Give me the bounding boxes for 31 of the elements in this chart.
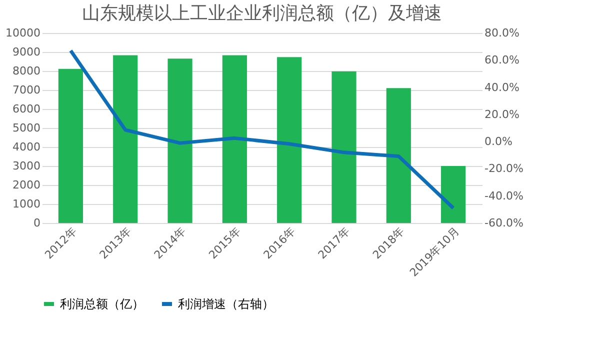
y-tick-label: 4000 — [12, 140, 40, 154]
y-tick-label: 6000 — [12, 102, 40, 116]
legend-label: 利润增速（右轴） — [178, 297, 274, 311]
bar — [332, 71, 356, 223]
y-tick-label: 0 — [34, 216, 40, 230]
y2-tick-label: 40.0% — [484, 80, 520, 94]
bar — [277, 57, 302, 223]
bar — [386, 88, 411, 223]
y-tick-label: 9000 — [12, 46, 40, 58]
y-tick-label: 2000 — [12, 178, 40, 192]
y2-tick-label: 20.0% — [484, 108, 520, 121]
bar — [441, 166, 466, 223]
y2-tick-label: -60.0% — [484, 216, 524, 230]
bar — [58, 68, 83, 223]
y2-tick-label: -40.0% — [484, 189, 524, 202]
y-tick-label: 10000 — [6, 26, 40, 40]
y2-tick-label: 0.0% — [484, 135, 512, 148]
bar — [113, 55, 138, 223]
bar — [168, 58, 192, 223]
y-tick-label: 3000 — [12, 160, 40, 172]
y2-tick-label: 80.0% — [484, 26, 520, 40]
y2-tick-label: 60.0% — [484, 54, 520, 67]
chart-title: 山东规模以上工业企业利润总额（亿）及增速 — [82, 3, 442, 24]
y-tick-label: 7000 — [12, 84, 40, 96]
bar — [222, 55, 247, 223]
y-tick-label: 5000 — [12, 122, 40, 134]
y2-tick-label: -20.0% — [484, 162, 524, 176]
y-tick-label: 8000 — [12, 64, 40, 78]
line-series — [68, 48, 456, 210]
legend-label: 利润总额（亿） — [60, 297, 144, 311]
y-tick-label: 1000 — [12, 198, 40, 210]
